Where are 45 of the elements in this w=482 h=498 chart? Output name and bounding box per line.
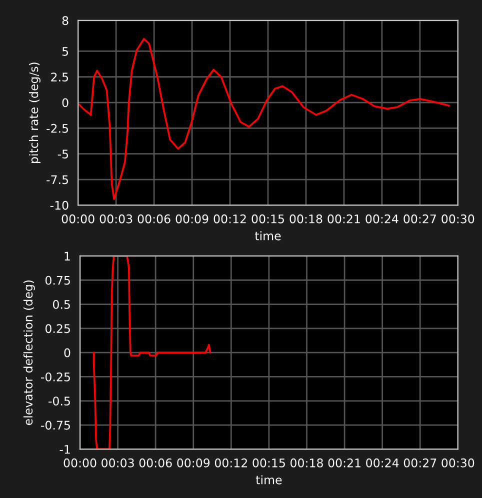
y-tick-label: 0 bbox=[64, 348, 70, 358]
line-series bbox=[92, 256, 212, 450]
line-series bbox=[78, 38, 450, 200]
y-tick-label: -1 bbox=[60, 445, 70, 454]
y-tick-label: 0 bbox=[62, 98, 68, 108]
x-tick-label: 00:18 bbox=[290, 214, 322, 224]
y-axis-title: pitch rate (deg/s) bbox=[29, 62, 40, 163]
y-axis-title: elevator deflection (deg) bbox=[23, 280, 35, 426]
x-tick-label: 00:03 bbox=[100, 214, 132, 224]
x-axis-title: time bbox=[254, 231, 281, 240]
y-tick-label: 1 bbox=[64, 252, 70, 260]
y-tick-label: -10 bbox=[50, 200, 68, 210]
x-tick-label: 00:06 bbox=[139, 458, 172, 468]
y-tick-label: -0.25 bbox=[41, 372, 70, 382]
x-tick-label: 00:21 bbox=[328, 214, 360, 224]
x-tick-label: 00:15 bbox=[252, 458, 285, 468]
y-tick-label: 5 bbox=[62, 47, 68, 56]
x-tick-label: 00:00 bbox=[64, 458, 96, 468]
x-tick-label: 00:24 bbox=[366, 458, 399, 468]
x-tick-label: 00:27 bbox=[404, 214, 436, 224]
y-tick-label: 8 bbox=[62, 16, 68, 26]
x-tick-label: 00:12 bbox=[214, 214, 246, 224]
y-tick-label: -7.5 bbox=[46, 175, 68, 184]
x-tick-label: 00:21 bbox=[328, 458, 360, 468]
x-tick-label: 00:30 bbox=[442, 214, 474, 224]
x-tick-label: 00:06 bbox=[138, 214, 170, 224]
y-tick-label: 0.25 bbox=[45, 324, 70, 334]
x-axis-title: time bbox=[256, 475, 282, 484]
x-tick-label: 00:30 bbox=[442, 458, 474, 468]
y-tick-label: -0.75 bbox=[41, 420, 70, 430]
y-tick-label: 0.5 bbox=[52, 300, 70, 309]
x-tick-label: 00:15 bbox=[252, 214, 284, 224]
x-tick-label: 00:12 bbox=[214, 458, 247, 468]
x-tick-label: 00:24 bbox=[366, 214, 398, 224]
x-tick-label: 00:09 bbox=[177, 458, 210, 468]
y-tick-label: 2.5 bbox=[51, 72, 68, 82]
x-tick-label: 00:27 bbox=[404, 458, 436, 468]
x-tick-label: 00:18 bbox=[290, 458, 323, 468]
x-tick-label: 00:03 bbox=[102, 458, 134, 468]
y-tick-label: -0.5 bbox=[48, 396, 70, 406]
y-tick-label: -2.5 bbox=[46, 124, 68, 133]
x-tick-label: 00:00 bbox=[62, 214, 94, 224]
x-tick-label: 00:09 bbox=[176, 214, 208, 224]
y-tick-label: 0.75 bbox=[45, 276, 70, 285]
y-tick-label: -5 bbox=[58, 150, 68, 159]
